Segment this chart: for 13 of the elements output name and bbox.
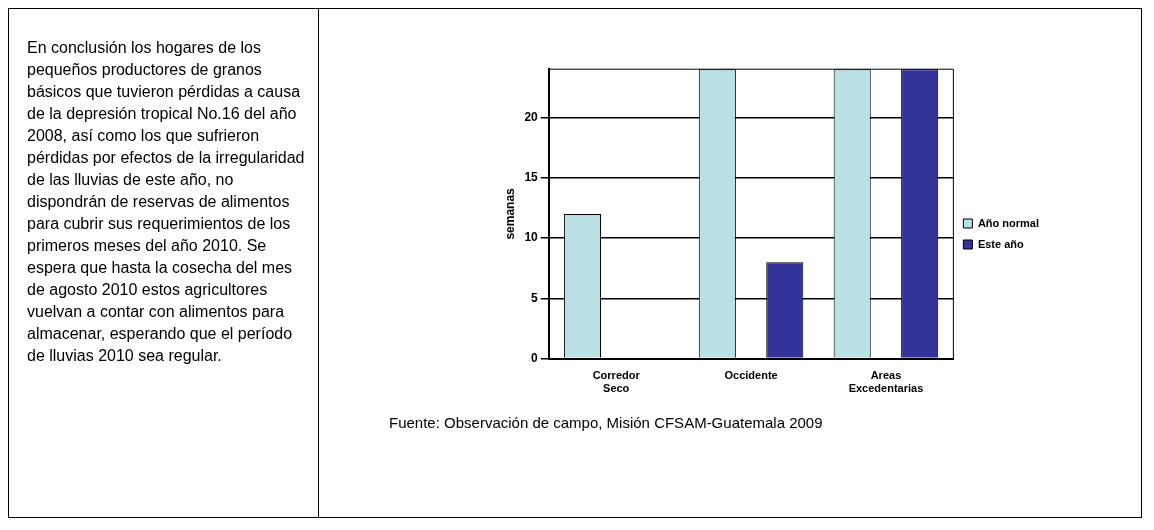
text: En conclusión los hogares de los pequeños productores de granos básicos que tuvieron pérdidas a causa de la depresión tropical No.16 del año 2008, así como los que sufrieron pérdidas por efectos de la irregularidad de las lluvias de este año, no dispondrán de reservas de alimentos para cubrir sus requerimientos de los primeros meses del año 2010. Se espera que hasta la cosecha del mes de agosto 2010 estos agricultores vuelvan a contar con alimentos para almacenar, esperando que el período de lluvias 2010 sea regular. <box>27 39 305 364</box>
source-note: Fuente: Observación de campo, Misión CFSAM-Guatemala 2009 <box>389 414 823 431</box>
y-tick-label: 10 <box>524 230 539 245</box>
x-tick-label: Occidente <box>724 369 778 382</box>
x-tick-label: Areas Excedentarias <box>848 369 924 395</box>
y-tick-label: 5 <box>531 290 539 305</box>
x-tick-label: Corredor Seco <box>592 369 641 395</box>
legend-label: Año normal <box>977 216 1040 229</box>
y-axis-title: semanas <box>502 187 517 240</box>
y-tick-label: 20 <box>524 109 539 124</box>
y-tick-label: 15 <box>524 170 539 185</box>
y-tick-label: 0 <box>531 350 539 365</box>
legend-label: Este año <box>977 237 1025 250</box>
